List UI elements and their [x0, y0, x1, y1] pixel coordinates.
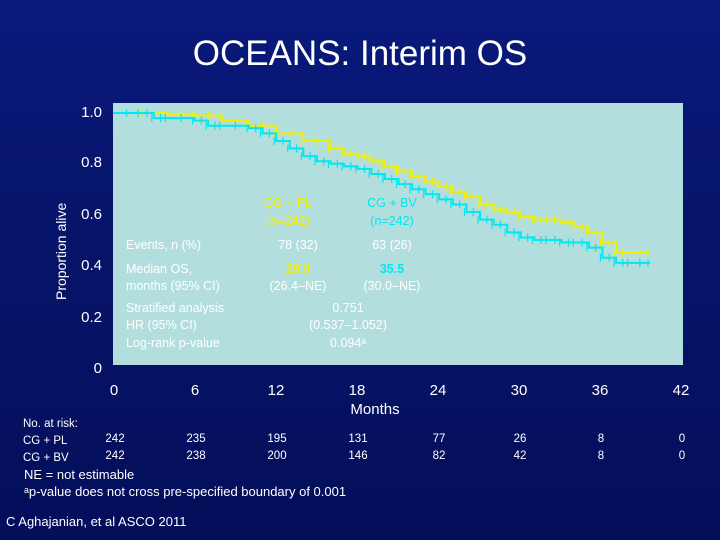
km-curve-cg-pl: [113, 112, 651, 264]
y-tick-0.2: 0.2: [81, 309, 102, 326]
risk-bv-30: 42: [513, 450, 527, 462]
risk-pl-24: 77: [432, 433, 446, 445]
plot-area: [113, 103, 683, 365]
x-tick-12: 12: [267, 382, 285, 399]
x-tick-6: 6: [190, 382, 200, 399]
table-median-label-1: Median OS,: [126, 262, 193, 276]
table-events-label: Events, n (%): [126, 238, 202, 252]
risk-bv-24: 82: [432, 450, 446, 462]
risk-pl-36: 8: [597, 433, 605, 445]
citation: C Aghajanian, et al ASCO 2011: [6, 514, 187, 529]
risk-bv-0: 242: [105, 450, 125, 462]
risk-pl-0: 242: [105, 433, 125, 445]
footnote-line-1: NE = not estimable: [24, 467, 135, 482]
table-strat-label-3: Log-rank p-value: [126, 336, 220, 350]
at-risk-header: No. at risk: CG + PL CG + BV: [23, 416, 78, 467]
slide-title: OCEANS: Interim OS: [192, 34, 528, 73]
y-axis-title: Proportion alive: [53, 202, 69, 300]
x-tick-18: 18: [348, 382, 366, 399]
risk-bv-18: 146: [348, 450, 368, 462]
table-median-bv-ci: (30.0–NE): [363, 279, 421, 293]
y-tick-0: 0: [93, 360, 102, 377]
table-events-bv: 63 (26): [372, 238, 412, 252]
table-median-label-2: months (95% CI): [126, 279, 220, 293]
footnote-line-2: ᵃp-value does not cross pre-specified bo…: [24, 484, 347, 499]
risk-bv-6: 238: [186, 450, 206, 462]
at-risk-title: No. at risk:: [23, 418, 78, 430]
table-hr: 0.751: [332, 301, 364, 315]
risk-pl-42: 0: [678, 433, 686, 445]
x-axis-title: Months: [350, 401, 400, 418]
table-hr-ci: (0.537–1.052): [309, 318, 387, 332]
km-curve-cg-bv: [113, 112, 651, 254]
footnote: NE = not estimable ᵃp-value does not cro…: [24, 466, 346, 500]
risk-pl-12: 195: [267, 433, 287, 445]
y-tick-0.6: 0.6: [81, 206, 102, 223]
x-tick-42: 42: [672, 382, 690, 399]
table-pvalue: 0.094ᵃ: [330, 336, 366, 350]
at-risk-row-label-bv: CG + BV: [23, 452, 69, 464]
table-n-bv: (n=242): [370, 214, 414, 228]
risk-pl-30: 26: [513, 433, 527, 445]
table-median-pl-ci: (26.4–NE): [269, 279, 327, 293]
table-median-pl: 29.9: [285, 262, 311, 276]
x-tick-36: 36: [591, 382, 609, 399]
table-median-bv: 35.5: [379, 262, 405, 276]
table-strat-label-2: HR (95% CI): [126, 318, 197, 332]
table-header-bv: CG + BV: [367, 196, 417, 210]
y-tick-0.4: 0.4: [81, 257, 102, 274]
at-risk-row-label-pl: CG + PL: [23, 435, 68, 447]
x-tick-0: 0: [109, 382, 119, 399]
risk-pl-6: 235: [186, 433, 206, 445]
risk-bv-42: 0: [678, 450, 686, 462]
risk-pl-18: 131: [348, 433, 368, 445]
risk-bv-36: 8: [597, 450, 605, 462]
risk-bv-12: 200: [267, 450, 287, 462]
table-strat-label-1: Stratified analysis: [126, 301, 224, 315]
table-header-pl: CG + PL: [263, 196, 313, 210]
x-tick-24: 24: [429, 382, 447, 399]
x-tick-30: 30: [510, 382, 528, 399]
series-layer: [113, 109, 651, 267]
table-events-pl: 78 (32): [278, 238, 318, 252]
table-n-pl: (n=242): [266, 214, 310, 228]
y-tick-1.0: 1.0: [81, 104, 102, 121]
y-tick-0.8: 0.8: [81, 154, 102, 171]
